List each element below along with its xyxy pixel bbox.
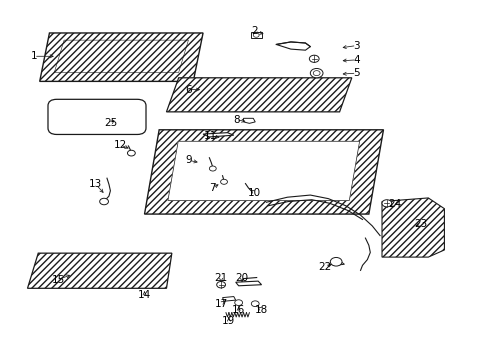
Text: 8: 8 — [232, 115, 239, 125]
Polygon shape — [222, 297, 235, 301]
Polygon shape — [276, 42, 310, 50]
Text: 19: 19 — [222, 316, 235, 325]
Text: 12: 12 — [113, 140, 126, 150]
Polygon shape — [330, 262, 344, 265]
Circle shape — [381, 200, 391, 207]
Text: 18: 18 — [254, 305, 267, 315]
Text: 3: 3 — [353, 41, 359, 50]
Text: 20: 20 — [235, 273, 248, 283]
Circle shape — [310, 68, 323, 78]
Circle shape — [209, 166, 216, 171]
Text: 4: 4 — [353, 55, 359, 65]
Text: 21: 21 — [214, 273, 227, 283]
Text: 22: 22 — [318, 262, 331, 272]
Circle shape — [330, 257, 341, 266]
Text: 5: 5 — [353, 68, 359, 78]
Polygon shape — [203, 133, 233, 137]
Circle shape — [100, 198, 108, 205]
Text: 2: 2 — [250, 26, 257, 36]
Circle shape — [127, 150, 135, 156]
Polygon shape — [40, 33, 203, 81]
Text: 7: 7 — [209, 183, 216, 193]
Circle shape — [220, 179, 227, 184]
Text: 13: 13 — [89, 179, 102, 189]
Circle shape — [234, 300, 242, 306]
Text: 10: 10 — [247, 188, 260, 198]
Text: 1: 1 — [30, 51, 37, 61]
Circle shape — [253, 33, 259, 37]
FancyBboxPatch shape — [48, 99, 146, 134]
Polygon shape — [381, 198, 444, 257]
Text: 11: 11 — [203, 131, 217, 141]
Polygon shape — [167, 141, 359, 201]
Bar — [250, 32, 261, 38]
Polygon shape — [235, 281, 261, 286]
Circle shape — [313, 71, 320, 76]
Text: 17: 17 — [214, 299, 227, 309]
Circle shape — [216, 282, 225, 288]
Polygon shape — [144, 130, 383, 214]
Text: 24: 24 — [387, 199, 401, 210]
Polygon shape — [243, 118, 255, 123]
Text: 9: 9 — [185, 155, 191, 165]
Text: 25: 25 — [103, 118, 117, 128]
Text: 16: 16 — [231, 305, 245, 315]
Text: 6: 6 — [185, 85, 191, 95]
Text: 15: 15 — [52, 275, 65, 285]
Circle shape — [309, 55, 319, 62]
Polygon shape — [27, 253, 171, 288]
Text: 14: 14 — [138, 291, 151, 301]
Polygon shape — [166, 78, 351, 112]
Text: 23: 23 — [413, 219, 427, 229]
Circle shape — [251, 301, 259, 307]
